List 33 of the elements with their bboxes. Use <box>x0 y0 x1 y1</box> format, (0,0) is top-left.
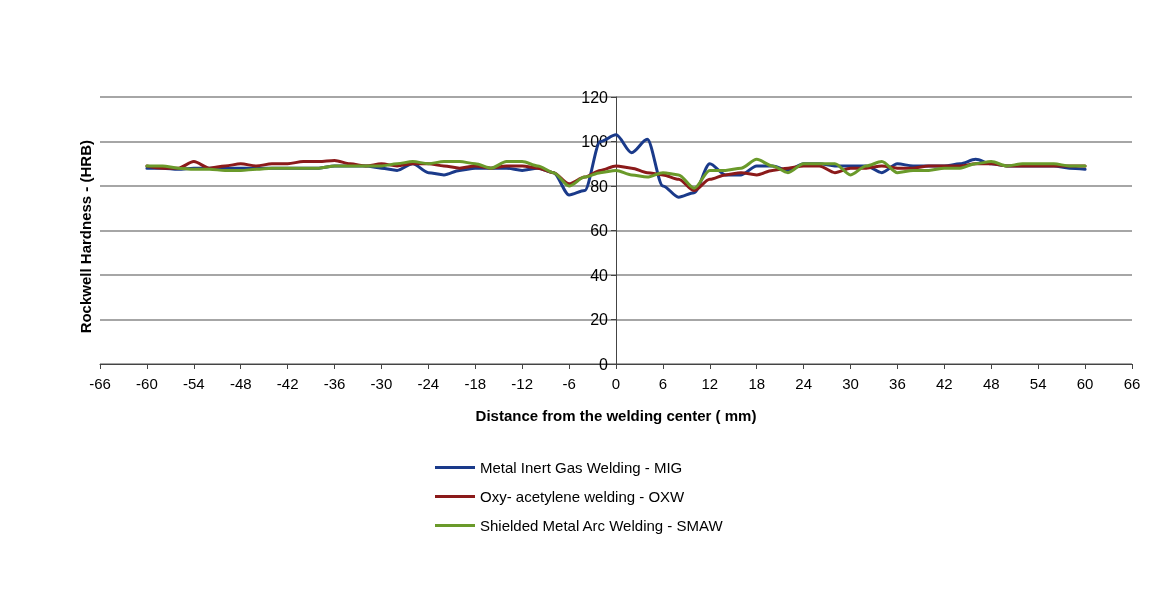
x-tick-label: 30 <box>842 375 859 392</box>
x-axis-title: Distance from the welding center ( mm) <box>475 407 757 424</box>
x-tick-label: -24 <box>417 375 440 392</box>
y-tick-label: 20 <box>590 311 609 328</box>
x-tick-label: -30 <box>370 375 393 392</box>
y-tick-label: 60 <box>590 222 609 239</box>
x-tick-label: -36 <box>323 375 346 392</box>
legend-label: Shielded Metal Arc Welding - SMAW <box>480 517 724 534</box>
y-axis-title: Rockwell Hardness - (HRB) <box>77 140 94 334</box>
x-tick-label: 18 <box>748 375 766 392</box>
x-tick-label: 66 <box>1123 375 1141 392</box>
x-tick-label: 36 <box>889 375 906 392</box>
x-tick-label: 6 <box>658 375 668 392</box>
x-tick-label: -18 <box>464 375 487 392</box>
legend-label: Oxy- acetylene welding - OXW <box>480 488 686 505</box>
x-tick-label: 12 <box>701 375 719 392</box>
y-tick-label: 80 <box>590 177 609 195</box>
x-tick-label: 60 <box>1076 375 1094 392</box>
x-tick-label: 54 <box>1029 375 1047 392</box>
x-tick-label: 42 <box>936 375 953 392</box>
y-tick-label: 40 <box>590 266 609 284</box>
x-tick-label: -6 <box>562 375 576 392</box>
x-tick-label: 48 <box>982 375 1000 392</box>
x-tick-label: -48 <box>229 375 252 392</box>
x-tick-label: -12 <box>511 375 534 392</box>
x-tick-label: -66 <box>89 375 111 392</box>
x-tick-label: -60 <box>136 375 158 392</box>
legend-label: Metal Inert Gas Welding - MIG <box>480 459 683 476</box>
x-tick-label: -54 <box>182 375 205 392</box>
x-tick-label: -42 <box>276 375 299 392</box>
x-tick-label: 24 <box>795 375 812 392</box>
x-tick-label: 0 <box>611 375 621 392</box>
y-tick-label: 120 <box>581 88 609 106</box>
